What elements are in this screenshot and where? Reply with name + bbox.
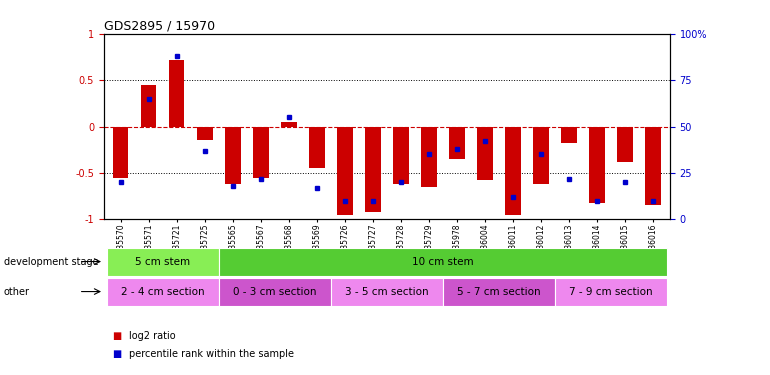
Text: percentile rank within the sample: percentile rank within the sample	[129, 350, 293, 359]
Text: 10 cm stem: 10 cm stem	[412, 256, 474, 267]
Bar	[310, 127, 325, 168]
Bar	[365, 127, 380, 212]
Bar	[219, 278, 331, 306]
Text: log2 ratio: log2 ratio	[129, 331, 176, 340]
Text: development stage: development stage	[4, 256, 99, 267]
Text: 0 - 3 cm section: 0 - 3 cm section	[233, 286, 316, 297]
Bar	[337, 127, 353, 215]
Text: ■: ■	[112, 331, 121, 340]
Text: 5 - 7 cm section: 5 - 7 cm section	[457, 286, 541, 297]
Text: 3 - 5 cm section: 3 - 5 cm section	[345, 286, 429, 297]
Bar	[107, 278, 219, 306]
Bar	[618, 127, 633, 162]
Bar	[393, 127, 409, 184]
Bar	[219, 248, 667, 276]
Bar	[331, 278, 443, 306]
Bar	[169, 60, 185, 127]
Bar	[561, 127, 577, 143]
Bar	[107, 248, 219, 276]
Bar	[449, 127, 464, 159]
Text: 2 - 4 cm section: 2 - 4 cm section	[121, 286, 205, 297]
Bar	[505, 127, 521, 215]
Text: 5 cm stem: 5 cm stem	[136, 256, 190, 267]
Bar	[141, 85, 156, 127]
Bar	[645, 127, 661, 206]
Bar	[589, 127, 604, 202]
Bar	[253, 127, 269, 178]
Bar	[443, 278, 555, 306]
Bar	[477, 127, 493, 180]
Text: GDS2895 / 15970: GDS2895 / 15970	[104, 20, 215, 33]
Bar	[281, 122, 296, 127]
Bar	[113, 127, 129, 178]
Text: other: other	[4, 286, 30, 297]
Bar	[534, 127, 549, 184]
Bar	[197, 127, 213, 141]
Bar	[421, 127, 437, 187]
Text: 7 - 9 cm section: 7 - 9 cm section	[569, 286, 653, 297]
Bar	[225, 127, 240, 184]
Text: ■: ■	[112, 350, 121, 359]
Bar	[555, 278, 667, 306]
